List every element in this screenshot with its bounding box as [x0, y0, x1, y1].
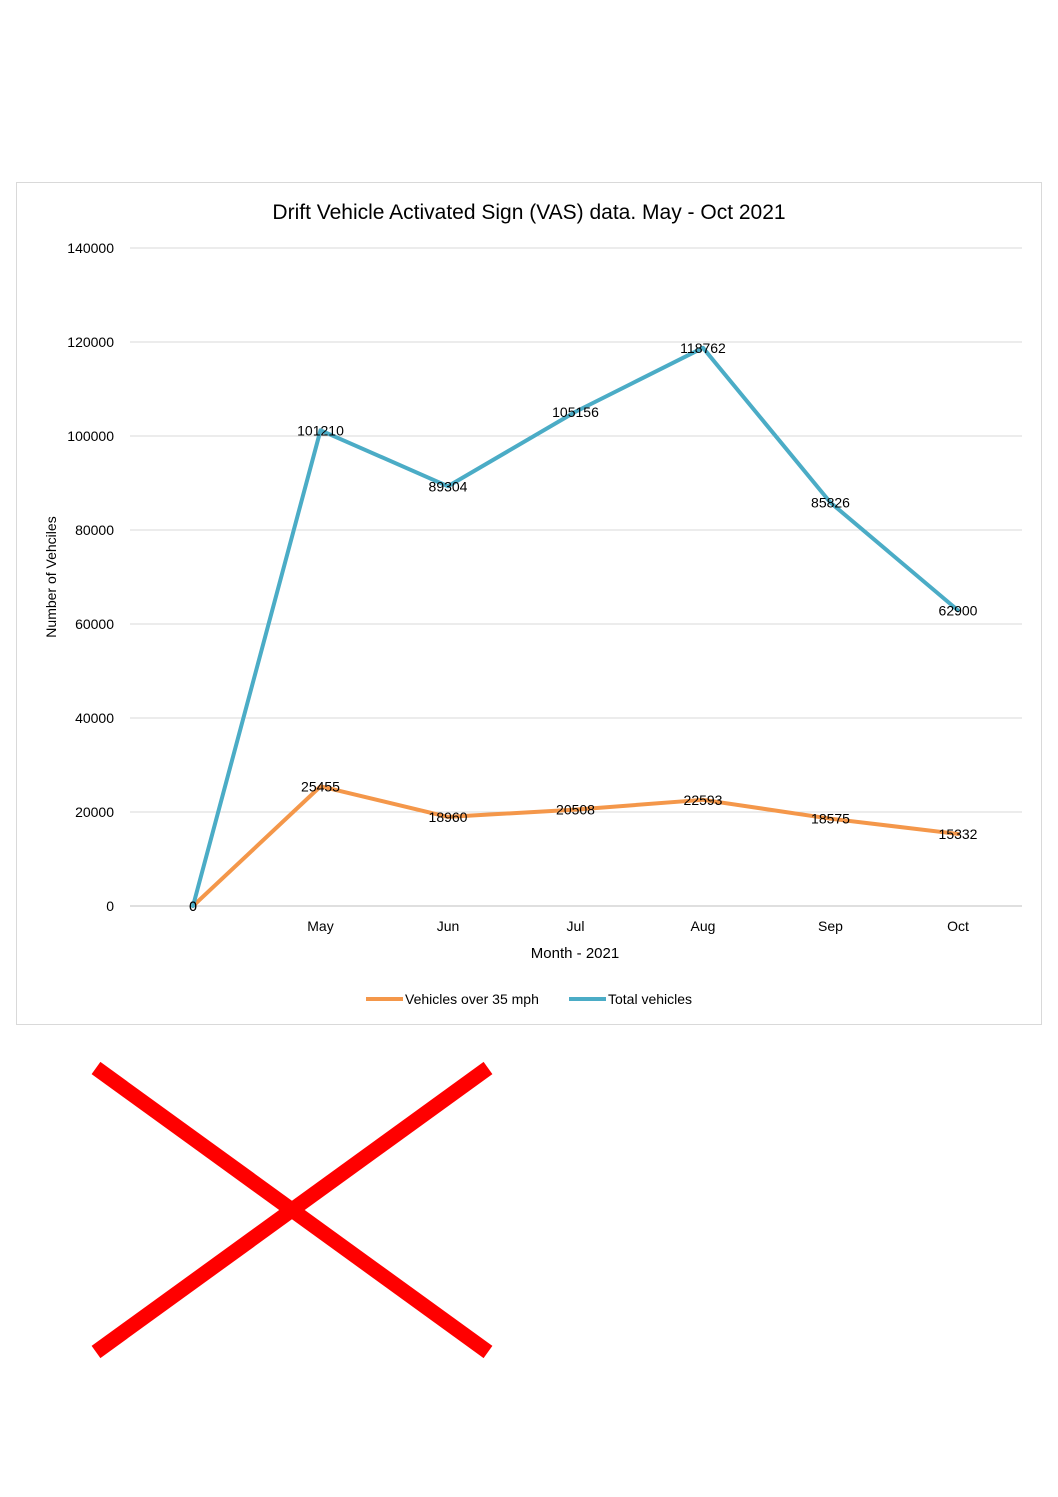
data-label: 22593 — [684, 792, 723, 808]
axes: 0 20000 40000 60000 80000 100000 120000 140000 M… — [67, 240, 969, 934]
chart-title: Drift Vehicle Activated Sign (VAS) data.… — [272, 201, 785, 224]
x-tick-label: Oct — [947, 918, 969, 934]
series-line-over-35-mph — [191, 784, 960, 908]
data-label: 89304 — [429, 478, 468, 494]
legend-label: Total vehicles — [608, 991, 692, 1007]
y-tick-label: 140000 — [67, 240, 114, 256]
x-tick-label: Jul — [567, 918, 585, 934]
x-axis-title: Month - 2021 — [531, 945, 619, 962]
x-tick-label: Aug — [691, 918, 716, 934]
data-label: 18960 — [429, 809, 468, 825]
x-tick-label: Sep — [818, 918, 843, 934]
y-axis-title: Number of Vehciles — [43, 516, 59, 637]
y-tick-label: 20000 — [75, 804, 114, 820]
data-label: 85826 — [811, 495, 850, 511]
chart-frame — [16, 182, 1042, 1025]
data-label: 15332 — [939, 826, 978, 842]
data-label: 0 — [189, 898, 197, 914]
y-tick-label: 0 — [106, 898, 114, 914]
data-label: 62900 — [939, 602, 978, 618]
legend-label: Vehicles over 35 mph — [405, 991, 539, 1007]
x-tick-label: Jun — [437, 918, 460, 934]
y-tick-label: 100000 — [67, 428, 114, 444]
data-label: 20508 — [556, 802, 595, 818]
series-lines — [191, 345, 960, 908]
data-label: 0 — [189, 898, 197, 914]
y-tick-label: 120000 — [67, 334, 114, 350]
red-x-icon — [91, 1061, 493, 1359]
data-label: 25455 — [301, 778, 340, 794]
x-tick-label: May — [307, 918, 333, 934]
series-line-total-vehicles — [191, 345, 960, 908]
data-label: 18575 — [811, 811, 850, 827]
y-tick-label: 60000 — [75, 616, 114, 632]
legend: Vehicles over 35 mph Total vehicles — [366, 991, 692, 1007]
y-tick-label: 40000 — [75, 710, 114, 726]
y-tick-label: 80000 — [75, 522, 114, 538]
data-label: 118762 — [680, 340, 726, 356]
gridlines — [130, 247, 1022, 907]
data-label: 101210 — [297, 422, 344, 438]
data-label: 105156 — [552, 404, 599, 420]
